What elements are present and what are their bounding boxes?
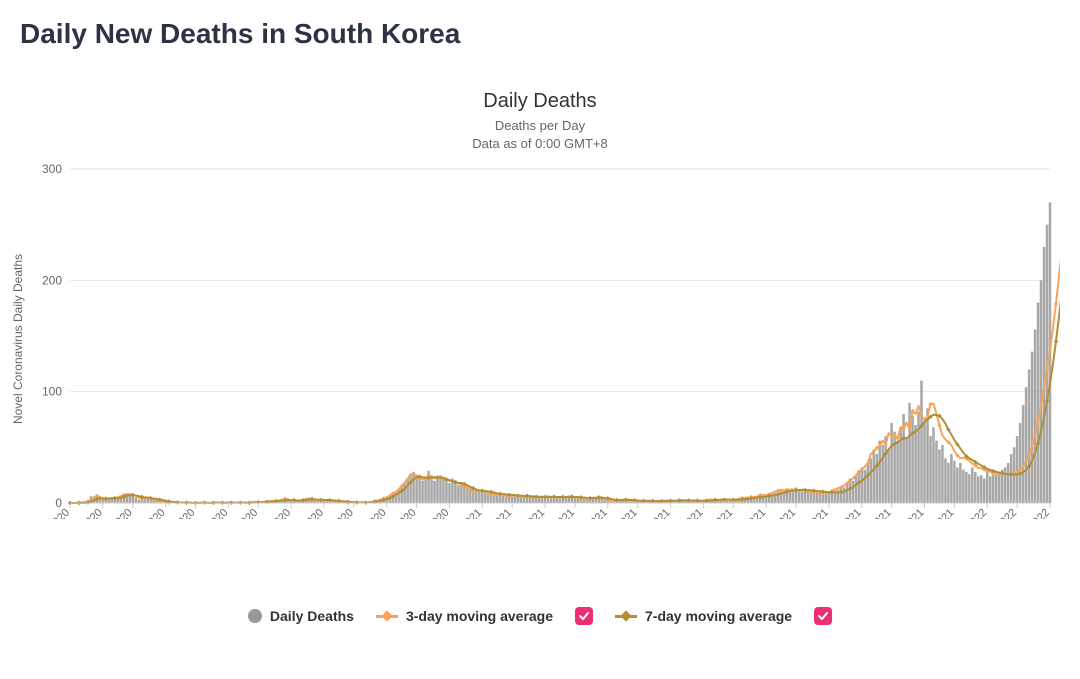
- svg-text:200: 200: [42, 274, 62, 288]
- legend-toggle-ma7[interactable]: [814, 607, 832, 625]
- legend-swatch-ma7: [615, 615, 637, 618]
- legend-label-ma3: 3-day moving average: [406, 608, 553, 624]
- legend-item-daily-deaths[interactable]: Daily Deaths: [248, 608, 354, 624]
- chart-subtitle-2: Data as of 0:00 GMT+8: [20, 135, 1060, 153]
- chart-subtitle-1: Deaths per Day: [20, 117, 1060, 135]
- legend-swatch-bars: [248, 609, 262, 623]
- legend-item-ma7[interactable]: 7-day moving average: [615, 608, 792, 624]
- legend-item-ma3[interactable]: 3-day moving average: [376, 608, 553, 624]
- page-title: Daily New Deaths in South Korea: [20, 18, 1060, 50]
- svg-text:100: 100: [42, 385, 62, 399]
- legend-toggle-ma3[interactable]: [575, 607, 593, 625]
- legend-swatch-ma3: [376, 615, 398, 618]
- legend-label-ma7: 7-day moving average: [645, 608, 792, 624]
- svg-text:300: 300: [42, 162, 62, 176]
- svg-text:Feb 15, 2020: Feb 15, 2020: [20, 507, 72, 519]
- chart-title: Daily Deaths: [20, 90, 1060, 113]
- legend-label-daily-deaths: Daily Deaths: [270, 608, 354, 624]
- chart-legend: Daily Deaths 3-day moving average 7-day …: [20, 607, 1060, 625]
- chart-plot-area[interactable]: Novel Coronavirus Daily Deaths 010020030…: [20, 159, 1060, 519]
- y-axis-label: Novel Coronavirus Daily Deaths: [11, 254, 25, 424]
